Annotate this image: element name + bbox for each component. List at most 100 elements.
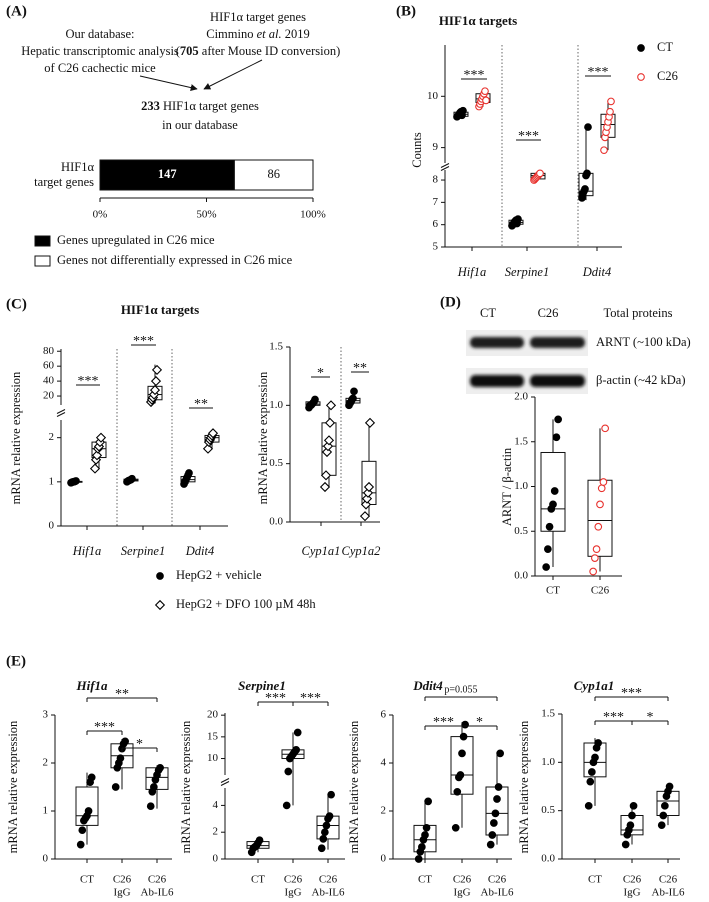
y-tick-label: 0 xyxy=(43,853,49,865)
y-tick-label: 0 xyxy=(49,520,55,532)
x-tick-label: IgG xyxy=(284,887,301,899)
y-tick-label: 7 xyxy=(433,196,439,208)
significance-label: * xyxy=(136,737,143,752)
x-tick-label: Ddit4 xyxy=(185,544,214,558)
data-point xyxy=(84,807,93,815)
data-point xyxy=(322,821,331,830)
y-tick-label: 0.0 xyxy=(269,516,283,528)
data-point xyxy=(364,417,376,428)
data-point xyxy=(325,812,334,820)
arrow xyxy=(139,75,198,92)
legend-marker xyxy=(156,572,164,580)
lane-label: CT xyxy=(480,306,496,320)
data-point xyxy=(599,478,608,486)
y-tick-label: 0.0 xyxy=(514,570,528,582)
significance-label: *** xyxy=(300,691,321,706)
y-tick-label: 0 xyxy=(213,853,219,865)
data-point xyxy=(458,749,466,758)
chart-title: Hif1a xyxy=(75,678,108,693)
band-label: β-actin (~42 kDa) xyxy=(596,373,685,387)
data-point xyxy=(584,801,593,810)
data-point xyxy=(554,415,562,424)
data-point xyxy=(116,754,125,763)
data-point xyxy=(596,500,604,509)
y-tick-label: 2 xyxy=(49,431,55,443)
y-tick-label: 5 xyxy=(433,241,439,253)
x-tick-label: CT xyxy=(418,874,432,886)
blot-band xyxy=(530,375,585,387)
data-point xyxy=(320,470,332,481)
data-point xyxy=(491,809,500,818)
legend-marker xyxy=(637,73,645,81)
text-part: 2019 xyxy=(282,27,310,41)
result-text: in our database xyxy=(162,118,238,132)
y-tick-label: 8 xyxy=(433,174,439,186)
y-axis-label: mRNA relative expression xyxy=(9,371,23,504)
significance-label: ** xyxy=(353,361,367,376)
significance-label: *** xyxy=(78,374,99,389)
x-tick-label: 50% xyxy=(196,209,216,221)
source-text: Cimmino et al. 2019 xyxy=(206,27,309,41)
data-point xyxy=(545,522,554,531)
data-point xyxy=(95,432,107,443)
y-tick-label: 0.5 xyxy=(514,525,528,537)
data-point xyxy=(421,831,429,839)
y-axis-label: Counts xyxy=(410,132,424,168)
chart-title: HIF1α targets xyxy=(439,13,517,28)
y-tick-label: 0.5 xyxy=(541,804,555,816)
chart-title: Serpine1 xyxy=(238,678,286,693)
data-point xyxy=(581,185,589,193)
data-point xyxy=(659,811,668,820)
x-tick-label: Ddit4 xyxy=(582,265,611,279)
data-point xyxy=(156,763,164,772)
axis-break xyxy=(440,166,450,171)
data-point xyxy=(486,840,495,849)
data-point xyxy=(514,215,522,223)
y-tick-label: 20 xyxy=(207,709,219,721)
source-text: of C26 cachectic mice xyxy=(44,61,156,75)
y-tick-label: 10 xyxy=(427,90,439,102)
data-point xyxy=(584,123,592,131)
data-point xyxy=(490,819,498,827)
y-tick-label: 1.5 xyxy=(269,341,283,353)
x-tick-label: C26 xyxy=(591,585,610,597)
x-tick-label: CT xyxy=(588,874,602,886)
panel-label: (C) xyxy=(6,296,27,312)
data-point xyxy=(496,749,504,758)
data-point xyxy=(418,843,426,851)
data-point xyxy=(311,395,319,404)
text-part: after Mouse ID conversion) xyxy=(199,44,341,58)
y-tick-label: 2 xyxy=(43,757,49,769)
axis-break xyxy=(56,409,66,414)
source-text: HIF1α target genes xyxy=(210,10,306,24)
y-tick-label: 80 xyxy=(43,345,55,357)
data-point xyxy=(621,840,630,849)
data-point xyxy=(451,823,460,832)
data-label: 147 xyxy=(158,167,177,181)
x-tick-label: C26 xyxy=(284,874,303,886)
y-axis-label: target genes xyxy=(34,175,94,189)
y-tick-label: 10 xyxy=(207,752,219,764)
data-point xyxy=(72,477,80,485)
data-point xyxy=(292,746,300,754)
data-point xyxy=(319,481,331,493)
data-point xyxy=(586,777,595,786)
data-point xyxy=(657,821,666,830)
lane-label: C26 xyxy=(538,306,559,320)
x-tick-label: Ab-IL6 xyxy=(141,887,174,899)
data-point xyxy=(597,484,606,493)
x-tick-label: Cyp1a1 xyxy=(302,544,341,558)
x-tick-label: CT xyxy=(251,874,265,886)
data-point xyxy=(459,732,468,741)
legend-marker xyxy=(637,44,645,52)
y-axis-label: ARNT / β-actin xyxy=(500,447,514,526)
legend-label: C26 xyxy=(657,69,678,83)
axis-break xyxy=(56,412,66,417)
x-tick-label: Serpine1 xyxy=(121,544,165,558)
significance-label: *** xyxy=(94,720,115,735)
y-tick-label: 4 xyxy=(381,757,387,769)
x-tick-label: 0% xyxy=(93,209,108,221)
text-part: ( xyxy=(176,44,180,58)
data-point xyxy=(592,545,601,554)
data-point xyxy=(600,146,608,155)
